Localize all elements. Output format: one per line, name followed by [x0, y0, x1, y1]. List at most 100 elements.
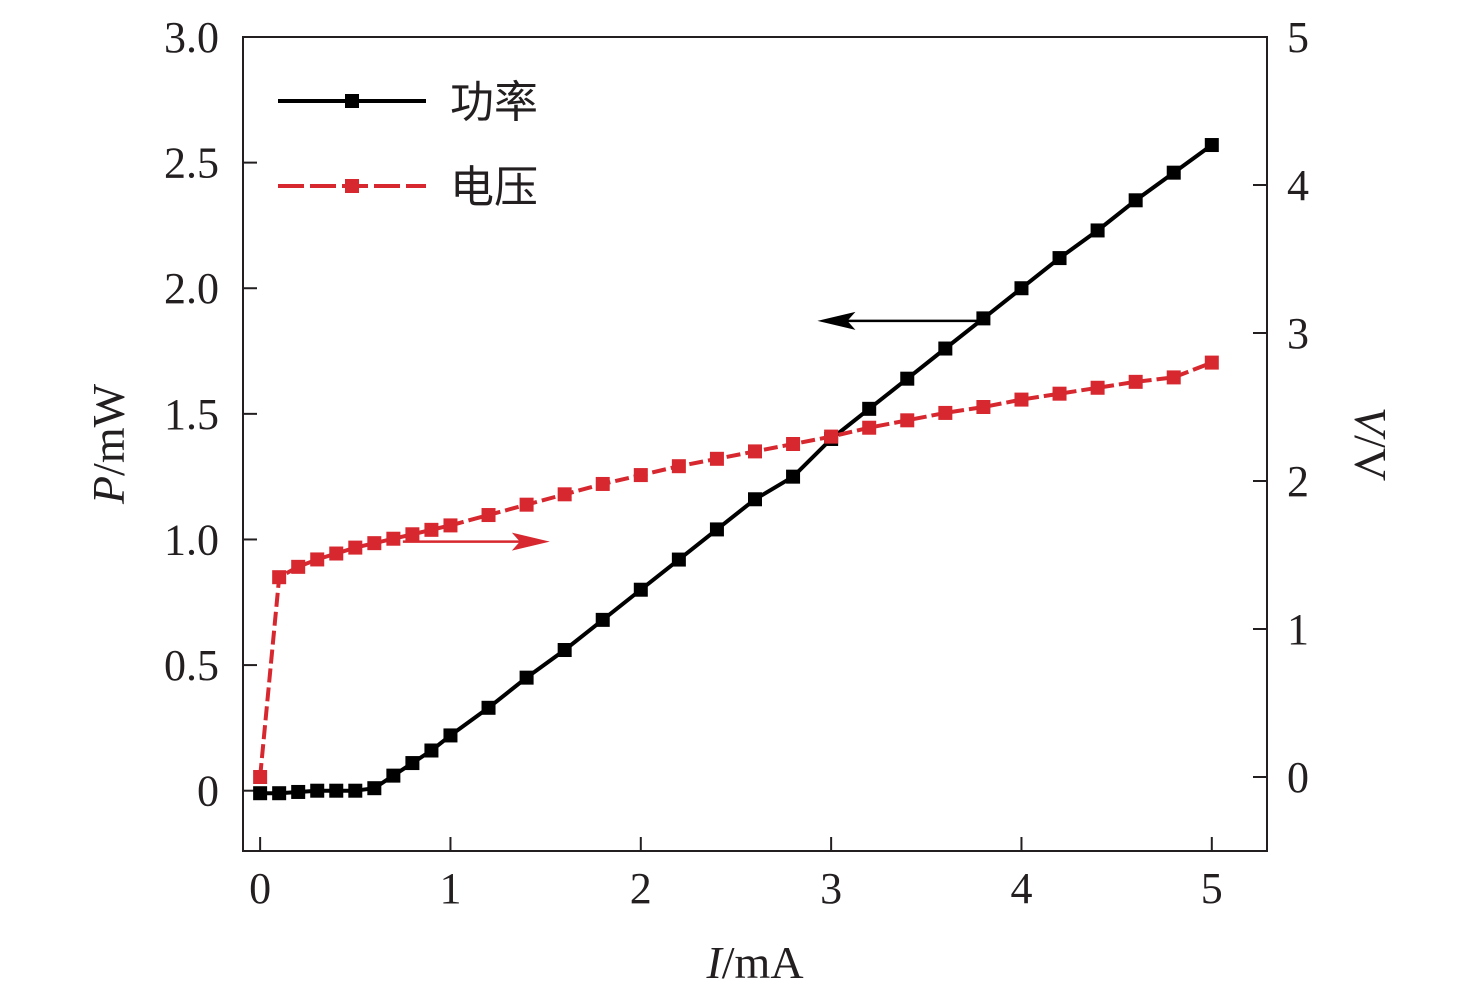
y-left-tick-label: 3.0 — [164, 13, 219, 62]
data-point — [386, 531, 401, 546]
data-point — [424, 522, 439, 537]
data-point — [253, 770, 268, 784]
data-series — [253, 138, 1219, 801]
data-point — [329, 546, 344, 561]
annotation-arrow-left — [817, 311, 984, 330]
data-point — [272, 570, 287, 585]
data-point — [348, 540, 363, 555]
data-point — [1052, 251, 1067, 266]
series-line — [260, 143, 1213, 796]
data-point — [862, 401, 877, 416]
data-point — [938, 405, 953, 420]
legend-swatch-marker — [345, 94, 359, 108]
data-point — [443, 728, 458, 743]
data-point — [1166, 370, 1181, 385]
axis-titles: I/mA P/mW V/V — [83, 383, 1396, 988]
data-point — [748, 492, 762, 507]
data-point — [900, 413, 915, 428]
data-point — [671, 552, 686, 567]
data-point — [443, 518, 458, 533]
data-point — [519, 670, 534, 685]
data-point — [481, 700, 496, 715]
y-right-tick-label: 4 — [1287, 161, 1309, 210]
series-line — [258, 360, 1213, 778]
data-point — [1014, 392, 1029, 407]
y-left-tick-label: 1.5 — [164, 390, 219, 439]
data-point — [310, 783, 325, 798]
x-tick-label: 4 — [1010, 864, 1032, 913]
x-tick-label: 5 — [1201, 864, 1223, 913]
y-right-axis-title: V/V — [1345, 407, 1396, 481]
y-right-tick-label: 2 — [1287, 457, 1309, 506]
data-point — [1204, 355, 1219, 370]
y-right-tick-label: 1 — [1287, 605, 1309, 654]
data-point — [976, 311, 991, 326]
plot-area — [242, 36, 1268, 852]
y-left-tick-label: 2.0 — [164, 264, 219, 313]
x-tick-label: 2 — [630, 864, 652, 913]
data-point — [976, 400, 991, 414]
series-1 — [253, 138, 1219, 801]
x-tick-label: 0 — [249, 864, 271, 913]
x-tick-label: 1 — [439, 864, 461, 913]
data-point — [291, 559, 306, 574]
data-point — [405, 756, 420, 771]
data-point — [709, 522, 724, 537]
data-point — [633, 468, 648, 483]
data-point — [938, 341, 953, 356]
annotation-arrow-right — [402, 532, 550, 551]
y-left-tick-label: 1.0 — [164, 515, 219, 564]
data-point — [329, 783, 344, 798]
data-point — [481, 508, 496, 523]
data-point — [1128, 374, 1143, 389]
data-point — [748, 444, 762, 459]
data-point — [709, 451, 724, 466]
y-left-tick-label: 0.5 — [164, 641, 219, 690]
data-point — [367, 536, 382, 551]
data-point — [367, 781, 382, 796]
data-point — [1014, 281, 1029, 296]
legend-label: 功率 — [450, 77, 538, 128]
data-point — [424, 743, 439, 758]
legend-entry-1: 功率 — [278, 77, 538, 128]
y-right-tick-label: 0 — [1287, 753, 1309, 802]
arrow-head — [511, 532, 550, 551]
data-point — [1204, 138, 1219, 153]
data-point — [1090, 223, 1105, 238]
legend-entry-2: 电压 — [278, 162, 538, 213]
legend-label: 电压 — [450, 162, 538, 213]
data-point — [1166, 165, 1181, 180]
series-2 — [253, 355, 1219, 784]
data-point — [348, 783, 363, 798]
data-point — [405, 527, 420, 542]
data-point — [595, 476, 610, 491]
data-point — [862, 420, 877, 435]
data-point — [824, 429, 839, 444]
axis-ticks: 0 1 2 3 4 5 0 0.5 1.0 1.5 2.0 2.5 3.0 0 1 2 3 4 5 — [164, 13, 1309, 913]
y-left-axis-title: P/mW — [83, 383, 134, 505]
data-point — [253, 786, 268, 801]
data-point — [291, 784, 306, 799]
data-point — [272, 786, 287, 801]
data-point — [1090, 380, 1105, 395]
annotations — [402, 311, 984, 551]
x-axis-title: I/mA — [705, 937, 803, 988]
data-point — [557, 643, 572, 658]
x-tick-label: 3 — [820, 864, 842, 913]
y-left-tick-label: 0 — [197, 767, 219, 816]
data-point — [595, 612, 610, 627]
data-point — [671, 459, 686, 474]
legend-swatch-marker — [345, 179, 359, 193]
data-point — [310, 552, 325, 567]
data-point — [386, 768, 401, 783]
data-point — [519, 497, 534, 512]
data-point — [786, 469, 801, 484]
data-point — [786, 437, 801, 451]
y-right-tick-label: 5 — [1287, 13, 1309, 62]
data-point — [1128, 193, 1143, 208]
data-point — [557, 487, 572, 502]
plot-frame — [242, 36, 1268, 852]
data-point — [900, 371, 915, 386]
